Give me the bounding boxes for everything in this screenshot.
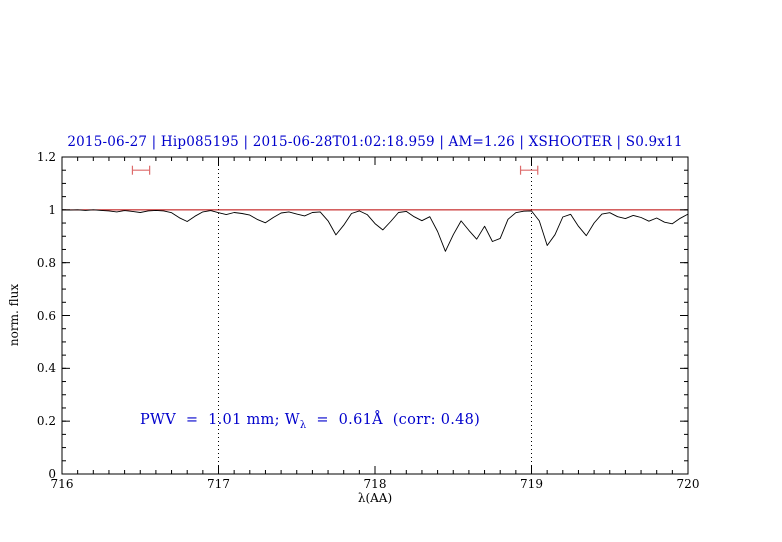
lambda-subscript: λ xyxy=(299,419,307,431)
y-tick-label: 0.6 xyxy=(36,308,56,323)
y-tick-label: 0.2 xyxy=(36,414,56,429)
x-tick-label: 720 xyxy=(676,477,700,491)
spectrum-line xyxy=(61,209,689,252)
plot-title: 2015-06-27 | Hip085195 | 2015-06-28T01:0… xyxy=(67,134,683,150)
y-tick-label: 0 xyxy=(48,467,56,481)
y-tick-label: 0.4 xyxy=(36,361,56,376)
y-tick-label: 1.2 xyxy=(36,150,56,164)
x-tick-label: 717 xyxy=(207,477,230,491)
x-tick-label: 716 xyxy=(50,477,74,491)
pwv-annotation-value: = 0.61Å (corr: 0.48) xyxy=(306,412,481,428)
pwv-annotation: PWV = 1.01 mm; Wλ = 0.61Å (corr: 0.48) xyxy=(140,412,480,431)
x-tick-label: 719 xyxy=(520,477,543,491)
x-tick-label: 718 xyxy=(363,477,387,491)
y-tick-label: 1 xyxy=(48,202,56,217)
x-axis-label: λ(AA) xyxy=(357,491,393,505)
y-tick-label: 0.8 xyxy=(36,255,56,270)
plot-frame xyxy=(61,156,689,475)
pwv-annotation-text: PWV = 1.01 mm; W xyxy=(140,412,300,428)
